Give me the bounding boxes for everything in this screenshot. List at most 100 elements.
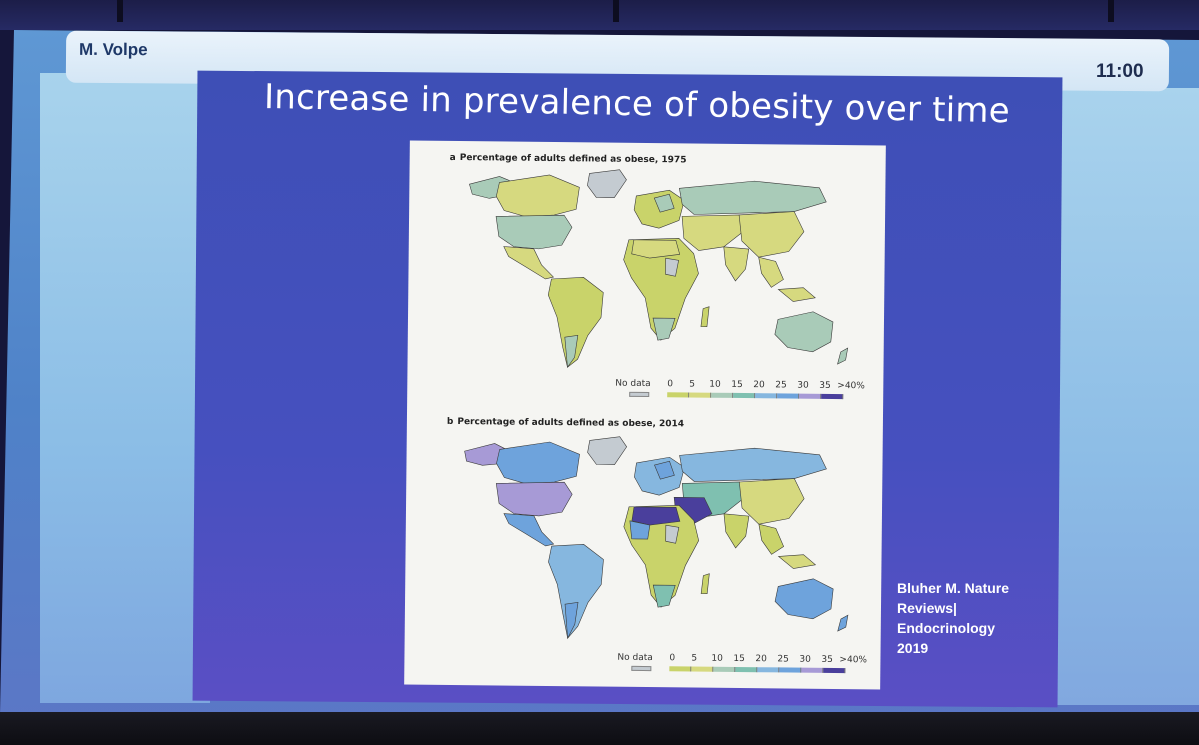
map-region (495, 214, 573, 250)
legend-color-bin (733, 392, 756, 399)
map-region (654, 460, 675, 480)
map-region (700, 306, 710, 327)
session-clock: 11:00 (1096, 61, 1144, 82)
legend-tick: 35 (821, 654, 833, 665)
map-region (837, 347, 849, 365)
map-region (495, 481, 573, 517)
figure-card: a Percentage of adults defined as obese, … (404, 140, 886, 690)
legend-tick: 0 (667, 379, 674, 390)
map-region (665, 257, 679, 277)
ceiling-lamp (613, 0, 619, 22)
legend-no-data-label: No data (617, 652, 653, 664)
map-region (774, 578, 834, 620)
panel-b-title-text: Percentage of adults defined as obese, 2… (457, 417, 685, 430)
legend-tick: 25 (775, 380, 787, 391)
legend-tick: 20 (755, 654, 767, 665)
legend-color-bin (691, 666, 714, 672)
speaker-name: M. Volpe (78, 39, 148, 60)
legend-color-bin (757, 667, 780, 673)
legend-color-bin (713, 666, 736, 672)
citation-line: 2019 (897, 640, 929, 656)
legend-tick: 10 (711, 653, 723, 664)
legend-tick: 5 (689, 379, 696, 390)
world-map-2014 (464, 436, 849, 640)
legend-color-bar (667, 392, 844, 400)
legend-color-bin (779, 667, 802, 673)
legend-tick: 35 (819, 380, 831, 391)
map-region (564, 601, 579, 640)
legend-color-bin (667, 392, 690, 398)
legend-no-data-label: No data (615, 378, 651, 390)
map-region (758, 523, 785, 555)
map-region (503, 513, 555, 547)
map-region (679, 447, 827, 482)
panel-b-title: b Percentage of adults defined as obese, … (447, 417, 684, 429)
legend-color-bin (801, 667, 824, 673)
ceiling (0, 0, 1199, 30)
map-region (496, 441, 580, 485)
map-region (777, 554, 817, 569)
map-region (837, 614, 849, 632)
citation: Bluher M. Nature Reviews| Endocrinology … (897, 578, 1037, 658)
map-region (665, 524, 680, 544)
legend-color-bin (821, 393, 844, 400)
legend-tick: >40% (839, 655, 868, 666)
legend-tick: 30 (799, 654, 811, 665)
map-region (679, 180, 827, 215)
map-region (548, 544, 604, 639)
world-map-1975 (469, 169, 849, 369)
citation-line: Bluher M. Nature (897, 580, 1010, 596)
map-region (547, 277, 604, 368)
citation-line: Endocrinology (897, 620, 995, 636)
legend-color-bin (689, 392, 712, 398)
legend-tick: 30 (797, 380, 809, 391)
map-region (652, 584, 676, 608)
legend-2014: No data 0 5 10 15 20 25 30 35 >40% (617, 653, 877, 680)
legend-tick: >40% (837, 381, 865, 392)
legend-no-data-swatch (629, 391, 650, 398)
map-region (587, 436, 628, 465)
legend-1975: No data 0 5 10 15 20 25 30 35 >40% (615, 379, 875, 406)
map-region (774, 311, 834, 353)
map-region (777, 287, 816, 302)
map-region (495, 174, 580, 218)
side-panel-left (40, 73, 210, 703)
citation-line: Reviews| (897, 600, 957, 616)
legend-tick: 5 (691, 653, 698, 664)
panel-b-label: b (446, 416, 454, 427)
panel-a-title-text: Percentage of adults defined as obese, 1… (459, 153, 687, 166)
legend-tick: 10 (709, 379, 721, 390)
map-region (758, 256, 784, 288)
map-region (723, 513, 750, 549)
ceiling-lamp (117, 0, 123, 22)
map-region (587, 169, 627, 198)
legend-color-bin (823, 667, 846, 674)
map-region (700, 573, 710, 594)
map-region (653, 193, 675, 213)
ceiling-lamp (1108, 0, 1114, 22)
legend-color-bin (711, 392, 734, 398)
map-region (629, 520, 651, 540)
map-region (681, 214, 745, 251)
legend-color-bar (669, 666, 846, 674)
legend-color-bin (669, 666, 692, 672)
floor (0, 712, 1199, 745)
legend-tick: 20 (753, 380, 765, 391)
legend-color-bin (735, 666, 758, 673)
map-region (652, 317, 676, 341)
legend-tick: 15 (731, 379, 743, 391)
map-region (631, 506, 681, 526)
panel-a-label: a (449, 152, 456, 164)
legend-color-bin (755, 393, 778, 399)
legend-no-data-swatch (631, 665, 652, 672)
panel-a-title: a Percentage of adults defined as obese, … (450, 153, 687, 165)
legend-tick: 25 (777, 654, 789, 665)
legend-tick: 0 (669, 653, 676, 664)
map-region (564, 334, 579, 369)
legend-color-bin (799, 393, 822, 399)
map-region (738, 211, 805, 258)
map-region (631, 239, 681, 259)
legend-tick: 15 (733, 653, 745, 665)
map-region (503, 246, 555, 280)
legend-color-bin (777, 393, 800, 399)
